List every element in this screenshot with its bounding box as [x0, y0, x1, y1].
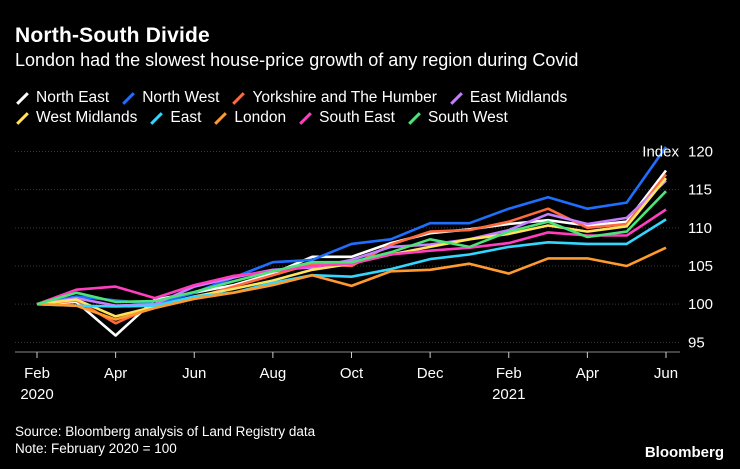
series-lines: [36, 146, 668, 337]
y-axis-label: Index: [642, 143, 679, 160]
legend-row-1: North East North West Yorkshire and The …: [15, 88, 715, 108]
series-line-north-west: [36, 146, 668, 306]
x-tick-label: Jun: [654, 365, 678, 382]
gridlines: [15, 150, 680, 353]
x-tick-label: Feb: [496, 365, 522, 382]
legend-item-north-east: North East: [15, 89, 109, 107]
legend-label: South East: [319, 109, 395, 126]
legend-label: East: [170, 109, 202, 126]
legend-item-south-west: South West: [407, 109, 508, 127]
y-tick-label: 110: [688, 220, 712, 237]
legend-item-yorkshire: Yorkshire and The Humber: [231, 89, 437, 107]
footnotes: Source: Bloomberg analysis of Land Regis…: [15, 423, 315, 457]
legend: North East North West Yorkshire and The …: [15, 88, 715, 128]
series-line-east: [36, 218, 667, 308]
legend-label: London: [234, 109, 287, 126]
y-tick-label: 115: [688, 182, 712, 199]
series-line-south-east: [36, 208, 667, 306]
legend-label: West Midlands: [36, 109, 138, 126]
bloomberg-logo: Bloomberg: [644, 444, 724, 461]
legend-label: North East: [36, 89, 110, 106]
chart-subtitle: London had the slowest house-price growt…: [15, 50, 579, 70]
series-line-west-midlands: [36, 177, 668, 318]
x-tick-label: Apr: [104, 365, 127, 382]
series-line-south-west: [36, 190, 667, 306]
legend-label: East Midlands: [469, 89, 568, 106]
legend-label: North West: [142, 89, 220, 106]
base-note: Note: February 2020 = 100: [15, 441, 177, 456]
legend-row-2: West Midlands East London South East Sou…: [15, 108, 715, 128]
y-tick-label: 120: [688, 143, 713, 160]
x-tick-label: Apr: [576, 365, 599, 382]
y-tick-label: 105: [688, 258, 713, 275]
legend-item-south-east: South East: [298, 109, 395, 127]
y-tick-label: 95: [688, 334, 705, 351]
legend-item-east: East: [149, 109, 201, 127]
x-tick-label: Aug: [260, 365, 287, 382]
legend-label: Yorkshire and The Humber: [252, 89, 437, 106]
legend-item-west-midlands: West Midlands: [15, 109, 137, 127]
legend-label: South West: [427, 109, 508, 126]
legend-item-london: London: [213, 109, 286, 127]
x-tick-year: 2021: [492, 386, 525, 403]
series-line-london: [36, 246, 667, 321]
legend-item-north-west: North West: [121, 89, 219, 107]
x-tick-label: Dec: [417, 365, 444, 382]
series-line-north-east: [36, 169, 668, 337]
chart-title: North-South Divide: [15, 24, 210, 47]
source-note: Source: Bloomberg analysis of Land Regis…: [15, 424, 316, 439]
legend-item-east-midlands: East Midlands: [449, 89, 567, 107]
y-axis: 95 100 105 110 115 120: [688, 143, 713, 351]
x-tick-label: Jun: [182, 365, 206, 382]
x-tick-year: 2020: [20, 386, 53, 403]
y-tick-label: 100: [688, 296, 713, 313]
x-axis: Feb 2020 Apr Jun Aug Oct Dec Feb 2021 Apr Jun: [20, 352, 678, 403]
x-tick-label: Oct: [340, 365, 364, 382]
x-tick-label: Feb: [24, 365, 50, 382]
